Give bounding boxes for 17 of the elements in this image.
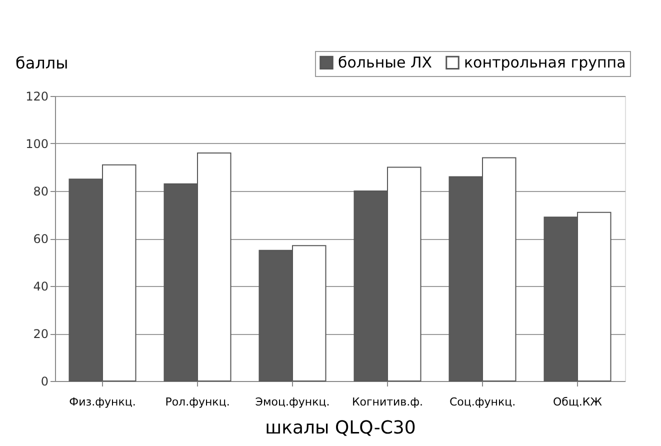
legend-label: больные ЛХ <box>338 54 432 72</box>
x-axis-title: шкалы QLQ-C30 <box>265 418 416 438</box>
x-tick-label: Когнитив.ф. <box>352 396 424 408</box>
x-tick-label: Эмоц.функц. <box>255 396 330 408</box>
y-tick-label: 120 <box>26 90 48 104</box>
x-tick-label: Общ.КЖ <box>553 396 602 408</box>
y-tick-label: 100 <box>26 137 48 151</box>
y-axis-title: баллы <box>16 54 68 72</box>
x-tick-label: Рол.функц. <box>165 396 230 408</box>
legend-label: контрольная группа <box>464 54 626 72</box>
y-tick-label: 40 <box>33 280 48 294</box>
y-tick-label: 80 <box>33 184 48 198</box>
y-tick-label: 0 <box>40 374 48 388</box>
y-tick-label: 60 <box>33 232 48 246</box>
x-tick-label: Физ.функц. <box>69 396 136 408</box>
y-tick-label: 20 <box>33 327 48 341</box>
x-tick-label: Соц.функц. <box>449 396 516 408</box>
